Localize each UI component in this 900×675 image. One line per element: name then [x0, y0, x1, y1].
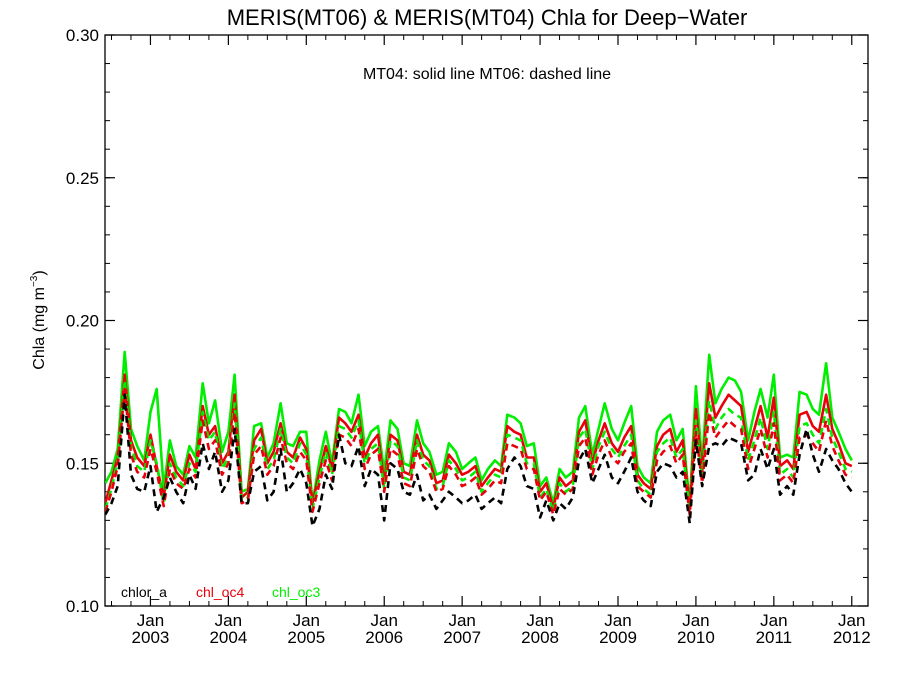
x-tick-year: 2010	[677, 628, 715, 647]
x-tick-year: 2005	[287, 628, 325, 647]
legend-item-chl_oc4: chl_oc4	[196, 584, 244, 600]
method-annotation: MT04: solid line MT06: dashed line	[363, 66, 611, 83]
x-tick-month: Jan	[215, 611, 242, 630]
series-chl_oc3-mt06	[105, 379, 853, 514]
x-tick-month: Jan	[838, 611, 865, 630]
y-tick-label: 0.10	[66, 597, 99, 616]
x-tick-month: Jan	[448, 611, 475, 630]
legend-item-chl_oc3: chl_oc3	[272, 584, 320, 600]
y-axis: 0.10 0.15 0.20 0.25 0.30	[66, 26, 868, 616]
x-tick-month: Jan	[604, 611, 631, 630]
y-axis-label-sup: −3	[29, 275, 40, 287]
y-axis-label: Chla (mg m−3)	[29, 270, 48, 369]
x-tick-year: 2012	[833, 628, 871, 647]
x-tick-year: 2003	[132, 628, 170, 647]
x-tick-year: 2009	[599, 628, 637, 647]
x-tick-month: Jan	[137, 611, 164, 630]
series-layer	[105, 350, 853, 528]
x-tick-year: 2011	[756, 628, 793, 647]
x-tick-month: Jan	[682, 611, 709, 630]
series-chlor_a-mt06	[105, 393, 853, 528]
series-chl_oc4-mt06	[105, 387, 853, 516]
y-tick-label: 0.15	[66, 454, 99, 473]
chart-title: MERIS(MT06) & MERIS(MT04) Chla for Deep−…	[227, 5, 748, 30]
y-axis-label-close: )	[31, 270, 48, 275]
y-tick-label: 0.30	[66, 26, 99, 45]
legend: chlor_a chl_oc4 chl_oc3	[121, 584, 320, 600]
x-tick-year: 2004	[209, 628, 247, 647]
x-tick-year: 2007	[443, 628, 481, 647]
x-tick-month: Jan	[760, 611, 787, 630]
x-tick-month: Jan	[526, 611, 553, 630]
x-tick-month: Jan	[293, 611, 320, 630]
x-axis: Jan2003Jan2004Jan2005Jan2006Jan2007Jan20…	[110, 35, 871, 647]
series-chl_oc3-mt04	[105, 350, 853, 508]
x-tick-year: 2008	[521, 628, 559, 647]
y-axis-label-main: Chla (mg m	[31, 287, 48, 370]
x-tick-month: Jan	[371, 611, 398, 630]
legend-item-chlor_a: chlor_a	[121, 584, 167, 600]
y-tick-label: 0.20	[66, 312, 99, 331]
x-tick-year: 2006	[365, 628, 403, 647]
plot-frame	[104, 34, 869, 607]
y-tick-label: 0.25	[66, 169, 99, 188]
